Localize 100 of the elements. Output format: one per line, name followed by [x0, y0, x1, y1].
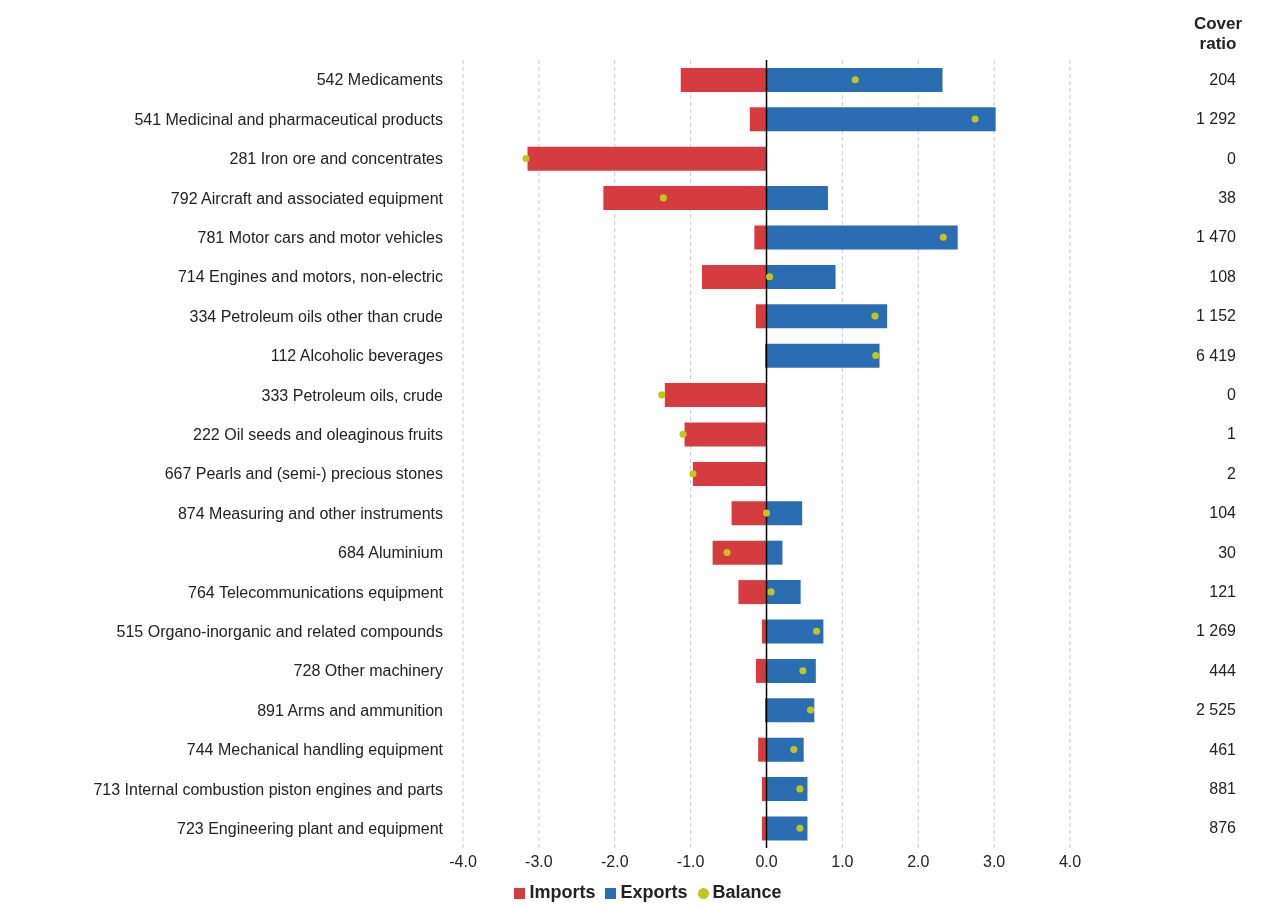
text: 1 470 [1195, 228, 1237, 246]
x-tick-label: -3.0 [525, 853, 553, 871]
text: 444 [1209, 661, 1237, 679]
bar [766, 343, 880, 368]
x-tick-label: -1.0 [676, 853, 705, 871]
text: 204 [1209, 70, 1237, 88]
legend-label: Imports [529, 882, 596, 902]
text: 876 [1209, 819, 1237, 837]
bar [766, 777, 808, 802]
y-tick-label: 684 Aluminium [338, 544, 443, 562]
x-tick-label: -4.0 [449, 853, 477, 871]
y-tick-label: 334 Petroleum oils other than crude [189, 307, 444, 325]
point [679, 430, 687, 438]
point [796, 785, 804, 793]
x-tick-label: 1.0 [831, 853, 854, 871]
point [765, 273, 774, 281]
bar [692, 461, 767, 486]
text: 38 [1218, 188, 1237, 206]
y-tick-label: 713 Internal combustion piston engines and parts [93, 780, 443, 798]
bar [766, 107, 996, 132]
text: 0 [1227, 385, 1237, 403]
bar [766, 658, 816, 683]
y-tick-label: 728 Other machinery [293, 662, 443, 680]
bar [766, 264, 836, 289]
text: Cover ratio [1192, 14, 1244, 54]
bar [680, 67, 767, 92]
bar [738, 580, 767, 605]
legend-label: Balance [712, 882, 782, 902]
bar [766, 501, 803, 526]
y-tick-label: 714 Engines and motors, non-electric [177, 268, 443, 286]
bar [603, 186, 767, 211]
point [871, 312, 879, 320]
bar [749, 107, 767, 132]
x-tick-label: 2.0 [907, 853, 930, 871]
y-tick-label: 112 Alcoholic beverages [270, 347, 443, 365]
text: 461 [1209, 740, 1237, 758]
text: 1 [1227, 425, 1237, 443]
point [658, 391, 666, 399]
text: 108 [1209, 267, 1237, 285]
y-tick-label: 222 Oil seeds and oleaginous fruits [193, 425, 443, 443]
text: 30 [1218, 543, 1237, 561]
bar [755, 658, 767, 683]
bar [754, 225, 767, 250]
bar [731, 501, 767, 526]
x-tick-label: 4.0 [1058, 853, 1082, 871]
y-tick-label: 764 Telecommunications equipment [188, 583, 444, 601]
bar [766, 67, 943, 92]
text: 1 292 [1195, 110, 1237, 128]
bar [766, 619, 824, 644]
y-tick-label: 667 Pearls and (semi-) precious stones [164, 465, 443, 483]
bar [766, 540, 783, 565]
legend-label: Exports [620, 882, 688, 902]
point [689, 470, 697, 478]
bar [766, 698, 815, 723]
bar [712, 540, 767, 565]
text: 6 419 [1195, 346, 1237, 364]
bar [684, 422, 767, 447]
point [522, 154, 530, 163]
bar [766, 580, 801, 605]
x-tick-label: 3.0 [983, 853, 1006, 871]
text: 1 269 [1195, 622, 1237, 640]
point [851, 76, 859, 84]
point [790, 745, 798, 754]
bar [664, 383, 767, 408]
y-tick-label: 281 Iron ore and concentrates [229, 150, 443, 168]
bar [766, 186, 828, 211]
text: 1 152 [1195, 307, 1237, 325]
point [939, 233, 947, 241]
bar [755, 304, 767, 329]
text: 2 525 [1195, 701, 1237, 719]
y-tick-label: 744 Mechanical handling equipment [186, 741, 444, 759]
bar [527, 146, 767, 171]
point [872, 351, 880, 360]
text: 881 [1209, 779, 1237, 797]
point [971, 115, 979, 123]
point [723, 548, 731, 557]
point [767, 588, 775, 596]
y-tick-label: 891 Arms and ammunition [257, 701, 443, 719]
y-tick-label: 781 Motor cars and motor vehicles [197, 228, 443, 246]
point [813, 627, 821, 635]
text: 104 [1209, 504, 1237, 522]
y-tick-label: 542 Medicaments [316, 71, 443, 89]
bar [702, 264, 767, 289]
point [806, 706, 815, 714]
y-tick-label: 515 Organo-inorganic and related compounds [116, 622, 443, 640]
point [799, 667, 807, 675]
point [762, 509, 771, 517]
y-tick-label: 874 Measuring and other instruments [177, 504, 443, 522]
text: 2 [1227, 464, 1237, 482]
x-tick-label: 0.0 [755, 853, 778, 871]
bar [766, 304, 888, 329]
bar [766, 225, 958, 250]
text: 0 [1227, 149, 1237, 167]
text: 121 [1209, 582, 1237, 600]
bar [766, 737, 804, 762]
point [796, 824, 804, 832]
y-tick-label: 792 Aircraft and associated equipment [170, 189, 444, 207]
y-tick-label: 541 Medicinal and pharmaceutical products [134, 110, 443, 128]
x-tick-label: -2.0 [600, 853, 629, 871]
bar [766, 816, 808, 841]
